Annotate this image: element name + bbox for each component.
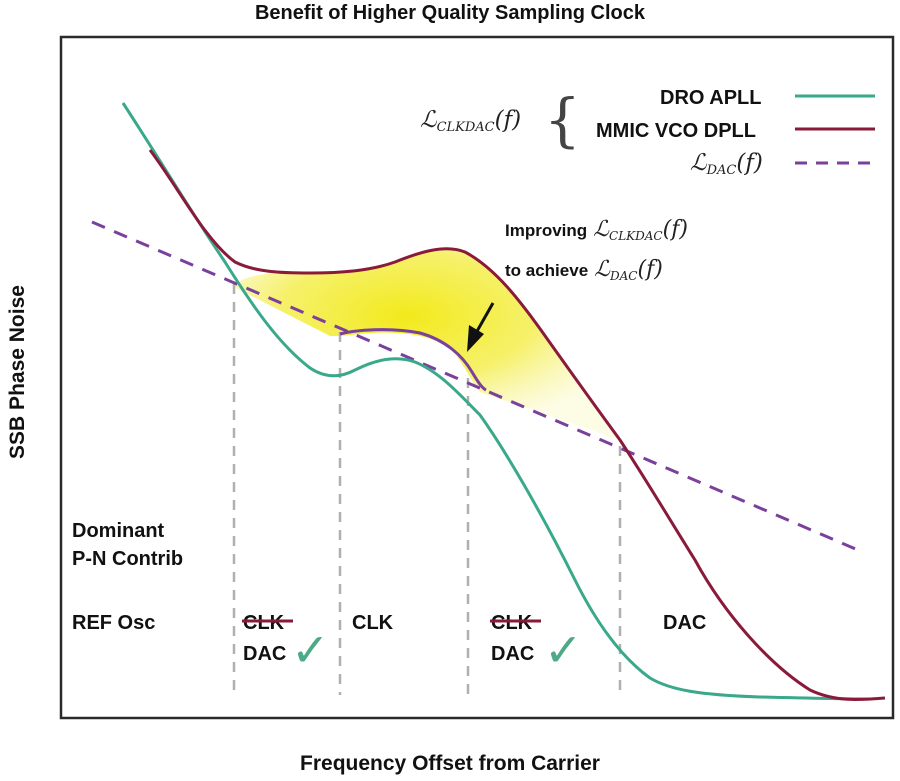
region-label-dac-1: DAC bbox=[243, 643, 286, 665]
region-label-dac-2: DAC bbox=[491, 643, 534, 665]
ldac-dashed-line bbox=[91, 220, 859, 552]
checkmark-icon: ✓ bbox=[544, 623, 583, 677]
improvement-region bbox=[232, 249, 620, 440]
legend-label-dro-apll: DRO APLL bbox=[660, 87, 761, 109]
chart-title: Benefit of Higher Quality Sampling Clock bbox=[254, 2, 646, 24]
improved-clock-curve bbox=[339, 328, 487, 392]
checkmark-icon: ✓ bbox=[291, 623, 330, 677]
region-label-clk: CLK bbox=[352, 612, 394, 634]
improvement-arrow-head bbox=[467, 325, 484, 352]
annotation-line-2: to achieve ℒDAC(f) bbox=[505, 257, 663, 283]
annotation-line-1: Improving ℒCLKDAC(f) bbox=[505, 217, 688, 243]
region-label-clk-struck-1: CLK bbox=[243, 612, 285, 634]
mmic-vco-dpll-curve bbox=[148, 149, 886, 701]
dro-apll-curve bbox=[121, 102, 873, 701]
legend-brace: { bbox=[544, 86, 581, 154]
improvement-arrow-shaft bbox=[474, 302, 495, 334]
region-label-dac: DAC bbox=[663, 612, 706, 634]
legend-group-symbol: ℒCLKDAC(f) bbox=[420, 107, 521, 135]
region-label-clk-struck-2: CLK bbox=[491, 612, 533, 634]
plot-frame bbox=[59, 35, 895, 720]
legend-label-ldac: ℒDAC(f) bbox=[690, 150, 763, 178]
dominant-label-line-2: P-N Contrib bbox=[72, 548, 183, 570]
region-label-ref-osc: REF Osc bbox=[72, 612, 155, 634]
dominant-label-line-1: Dominant bbox=[72, 520, 165, 542]
x-axis-label: Frequency Offset from Carrier bbox=[300, 752, 600, 775]
legend-label-mmic-vco-dpll: MMIC VCO DPLL bbox=[596, 120, 756, 142]
